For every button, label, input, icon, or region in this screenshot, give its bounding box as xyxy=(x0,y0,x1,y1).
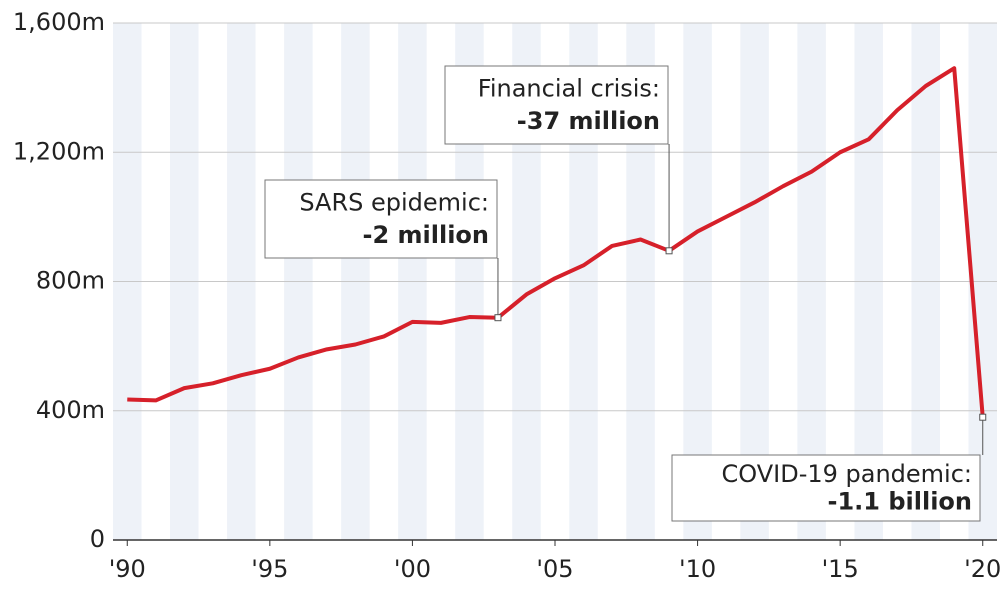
x-tick-label: '90 xyxy=(109,555,146,583)
x-tick-label: '20 xyxy=(964,555,1001,583)
y-tick-label: 800m xyxy=(36,267,105,295)
line xyxy=(127,66,985,418)
point-marker xyxy=(665,247,673,255)
annotation-box xyxy=(264,179,498,259)
point-marker xyxy=(494,314,502,322)
annotation-text: COVID-19 pandemic: xyxy=(721,460,972,488)
annotation-value: -2 million xyxy=(362,221,489,249)
y-tick-label: 400m xyxy=(36,396,105,424)
y-tick-label: 1,600m xyxy=(13,8,105,36)
annotation-box xyxy=(444,65,669,145)
annotation-text: Financial crisis: xyxy=(478,74,660,102)
x-tick-label: '95 xyxy=(251,555,288,583)
x-tick-label: '10 xyxy=(679,555,716,583)
x-tick-label: '05 xyxy=(536,555,573,583)
x-tick-label: '15 xyxy=(822,555,859,583)
point-marker xyxy=(979,413,987,421)
y-tick-label: 0 xyxy=(90,525,105,553)
y-tick-label: 1,200m xyxy=(13,137,105,165)
annotation-value: -1.1 billion xyxy=(828,488,973,516)
annotation-text: SARS epidemic: xyxy=(299,188,489,216)
x-tick-label: '00 xyxy=(394,555,431,583)
annotation-box xyxy=(671,454,981,522)
annotation-value: -37 million xyxy=(517,107,660,135)
